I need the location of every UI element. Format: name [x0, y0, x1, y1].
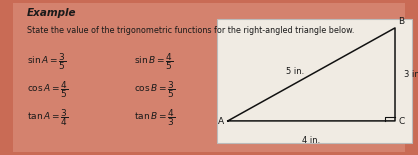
Text: $\sin B = \dfrac{4}{5}$: $\sin B = \dfrac{4}{5}$: [134, 52, 173, 72]
Text: $\tan B = \dfrac{4}{3}$: $\tan B = \dfrac{4}{3}$: [134, 107, 175, 128]
Text: State the value of the trigonometric functions for the right-angled triangle bel: State the value of the trigonometric fun…: [27, 26, 354, 35]
Text: A: A: [217, 117, 224, 126]
Text: 4 in.: 4 in.: [302, 136, 321, 145]
Bar: [217, 19, 412, 143]
Text: $\cos B = \dfrac{3}{5}$: $\cos B = \dfrac{3}{5}$: [134, 80, 175, 100]
Text: 3 in.: 3 in.: [404, 70, 418, 79]
Text: $\tan A = \dfrac{3}{4}$: $\tan A = \dfrac{3}{4}$: [27, 107, 68, 128]
Text: B: B: [398, 17, 405, 26]
Text: 5 in.: 5 in.: [285, 67, 304, 76]
Text: $\cos A = \dfrac{4}{5}$: $\cos A = \dfrac{4}{5}$: [27, 80, 69, 100]
Text: C: C: [398, 117, 405, 126]
Text: Example: Example: [27, 8, 76, 18]
Text: $\sin A = \dfrac{3}{5}$: $\sin A = \dfrac{3}{5}$: [27, 52, 66, 72]
